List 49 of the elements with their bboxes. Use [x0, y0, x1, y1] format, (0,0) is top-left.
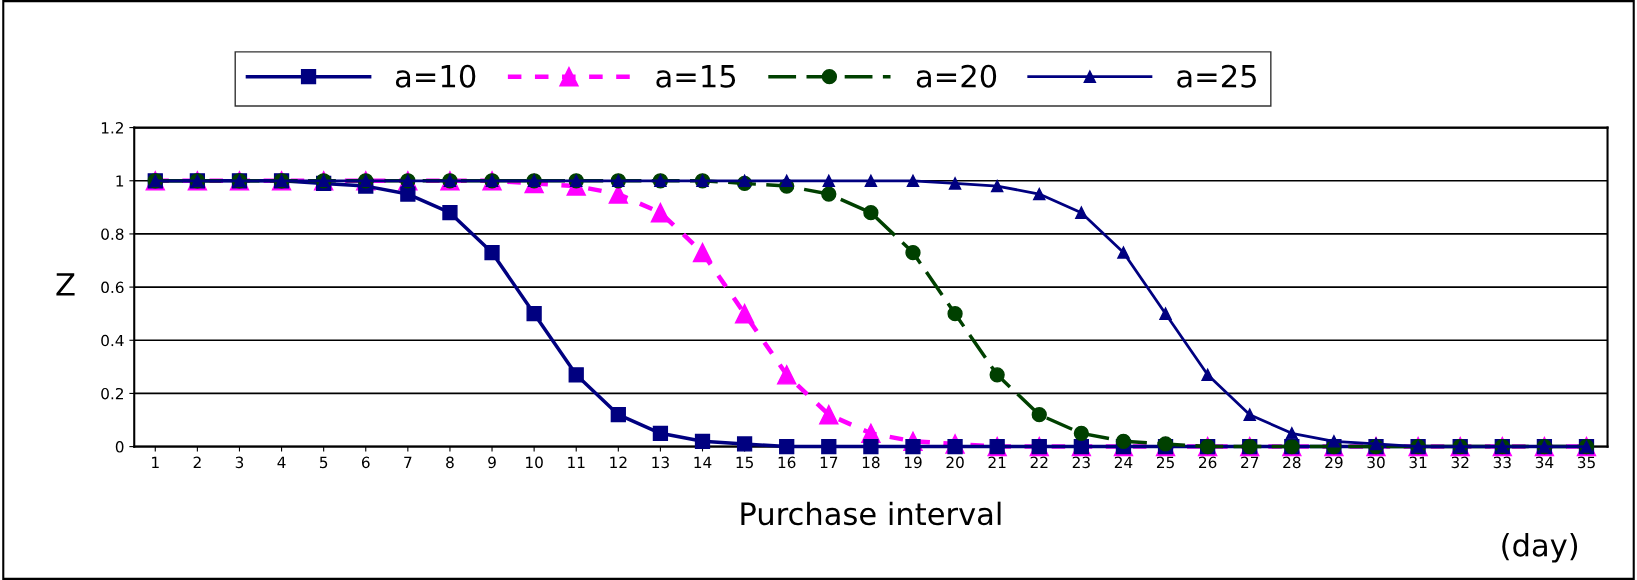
x-tick-label: 11 [568, 456, 585, 468]
x-tick-label: 22 [1030, 456, 1048, 468]
x-tick-label: 29 [1325, 456, 1343, 469]
y-tick-label: 0.2 [101, 387, 123, 400]
x-tick-label: 10 [526, 456, 543, 469]
y-tick-label: 1 [116, 175, 124, 187]
x-tick-label: 27 [1241, 456, 1259, 468]
x-tick-label: 1 [152, 456, 159, 468]
x-tick-label: 7 [404, 456, 412, 468]
x-tick-label: 21 [988, 456, 1006, 468]
x-tick-label: 24 [1114, 456, 1133, 468]
x-tick-label: 5 [319, 456, 328, 469]
x-tick-label: 2 [193, 456, 201, 468]
x-tick-label: 33 [1493, 456, 1511, 469]
x-tick-label: 8 [446, 456, 454, 469]
x-tick-label: 4 [277, 456, 286, 468]
y-tick-label: 0.4 [101, 334, 124, 347]
text: (day) [1502, 533, 1578, 563]
x-tick-label: 3 [235, 456, 244, 469]
y-tick-label: 0.6 [101, 281, 124, 294]
x-tick-label: 34 [1535, 456, 1554, 469]
x-tick-label: 20 [946, 456, 964, 469]
y-tick-label: 0 [115, 441, 124, 453]
y-tick-label: 1.2 [101, 122, 123, 134]
y-axis-title: Z [56, 273, 75, 296]
x-tick-label: 16 [778, 456, 796, 469]
legend-label: a=10 [395, 64, 476, 88]
x-axis-title: Purchase interval [741, 501, 1001, 526]
x-tick-label: 15 [736, 456, 753, 469]
x-tick-label: 19 [904, 456, 922, 469]
x-tick-label: 23 [1072, 456, 1090, 469]
legend-label: a=20 [916, 64, 997, 88]
x-tick-label: 6 [361, 456, 370, 469]
x-tick-label: 9 [488, 456, 496, 469]
legend-label: a=15 [656, 65, 736, 88]
y-tick-label: 0.8 [101, 228, 124, 240]
x-tick-label: 28 [1283, 456, 1301, 469]
x-tick-label: 30 [1367, 456, 1385, 469]
x-tick-label: 31 [1409, 456, 1427, 469]
x-tick-label: 35 [1577, 456, 1595, 469]
x-tick-label: 18 [862, 456, 880, 469]
x-tick-label: 14 [694, 456, 712, 468]
x-tick-label: 32 [1451, 456, 1469, 469]
x-tick-label: 12 [610, 456, 627, 468]
x-tick-label: 25 [1156, 456, 1174, 469]
x-tick-label: 26 [1199, 456, 1217, 469]
legend-label: a=25 [1177, 64, 1256, 88]
x-tick-label: 17 [820, 456, 838, 468]
x-tick-label: 13 [652, 456, 669, 469]
